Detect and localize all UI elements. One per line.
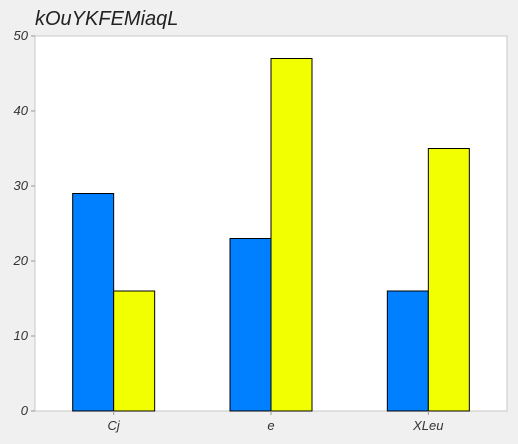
- chart-title: kOuYKFEMiaqL: [35, 8, 179, 30]
- bar-XLeu-series-2: [427, 148, 470, 412]
- y-tick-label: 30: [14, 178, 29, 193]
- y-tick-label: 20: [13, 253, 29, 268]
- x-tick-label: e: [267, 418, 274, 433]
- bar-XLeu-series-1: [386, 290, 429, 412]
- x-tick-label: XLeu: [412, 418, 443, 433]
- bar-e-series-1: [229, 238, 272, 412]
- bar-e-series-2: [270, 58, 313, 412]
- x-tick-label: Cj: [108, 418, 121, 433]
- y-tick-label: 0: [21, 403, 29, 418]
- y-tick-label: 10: [14, 328, 29, 343]
- y-tick-label: 50: [14, 28, 29, 43]
- bar-Cj-series-2: [113, 290, 156, 412]
- y-tick-label: 40: [14, 103, 29, 118]
- bar-Cj-series-1: [72, 193, 115, 412]
